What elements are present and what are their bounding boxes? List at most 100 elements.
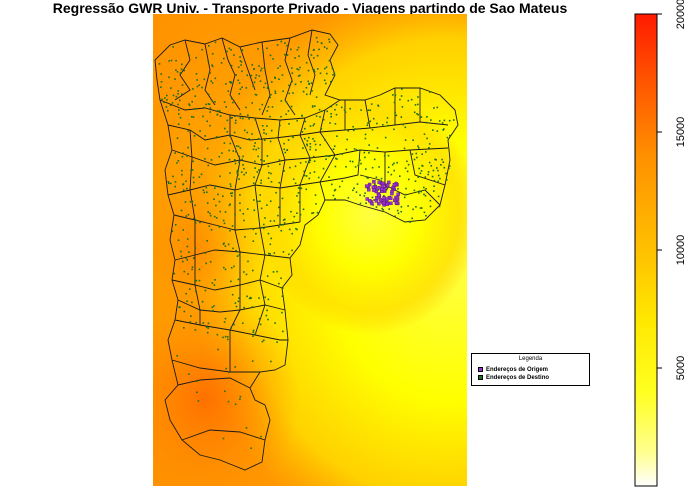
destination-point [304, 127, 306, 130]
destination-point [279, 163, 281, 166]
destination-point [420, 116, 423, 118]
destination-point [338, 185, 341, 188]
destination-point [440, 164, 442, 166]
destination-point [414, 180, 417, 182]
destination-point [230, 49, 232, 51]
color-scale: 5000 10000 15000 20000 [634, 0, 687, 487]
destination-point [298, 201, 300, 203]
destination-point [198, 176, 201, 178]
origin-swatch [478, 367, 483, 372]
destination-point [160, 81, 163, 83]
destination-point [238, 161, 240, 163]
destination-point [273, 252, 276, 254]
destination-point [276, 341, 278, 343]
destination-point [267, 106, 270, 108]
destination-point [396, 161, 398, 164]
destination-point [270, 172, 272, 175]
destination-point [242, 164, 244, 166]
destination-point [307, 80, 309, 83]
destination-point [222, 437, 225, 440]
destination-point [239, 117, 242, 119]
destination-point [190, 315, 192, 317]
destination-point [231, 116, 233, 119]
destination-point [230, 82, 232, 84]
destination-point [167, 181, 170, 183]
destination-point [188, 288, 191, 290]
origin-point [377, 186, 381, 190]
destination-point [294, 165, 297, 168]
destination-point [240, 64, 242, 66]
destination-point [298, 55, 300, 57]
destination-point [360, 109, 362, 111]
destination-point [438, 120, 441, 122]
destination-point [407, 205, 409, 207]
destination-point [283, 222, 286, 224]
colorbar-tick-label: 10000 [675, 235, 687, 266]
destination-point [169, 182, 172, 185]
destination-point [305, 175, 308, 177]
destination-point [280, 40, 283, 43]
destination-point [180, 250, 182, 253]
destination-point [225, 367, 227, 370]
destination-point [241, 158, 243, 161]
destination-points [158, 36, 455, 449]
destination-point [300, 81, 302, 83]
destination-point [316, 41, 319, 43]
destination-point [415, 152, 418, 155]
destination-point [288, 228, 291, 231]
destination-point [310, 82, 313, 84]
destination-point [293, 215, 296, 218]
destination-point [170, 59, 173, 62]
destination-point [326, 110, 328, 113]
destination-point [280, 224, 283, 226]
legend-item-origin: Endereços de Origem [478, 367, 548, 373]
destination-point [313, 160, 316, 162]
destination-point [195, 219, 198, 222]
destination-point [196, 391, 198, 394]
destination-point [365, 168, 367, 170]
destination-point [177, 93, 179, 95]
destination-point [416, 156, 418, 159]
destination-point [413, 189, 416, 192]
destination-point [441, 122, 444, 124]
destination-point [383, 155, 386, 157]
destination-point [226, 131, 229, 133]
destination-point [269, 243, 272, 246]
origin-points [364, 179, 400, 207]
destination-point [194, 95, 197, 97]
destination-point [205, 103, 207, 106]
destination-point [442, 129, 444, 131]
legend-title: Legenda [518, 356, 543, 362]
destination-point [433, 179, 436, 182]
destination-point [390, 173, 393, 176]
destination-point [238, 155, 241, 158]
destination-point [263, 67, 266, 69]
city-boundary [154, 29, 459, 471]
destination-point [196, 79, 198, 81]
destination-point [367, 122, 369, 124]
destination-point [186, 155, 188, 157]
destination-point [235, 74, 237, 76]
colorbar-tick-label: 5000 [675, 356, 687, 380]
destination-point [237, 79, 240, 82]
destination-point [364, 133, 367, 136]
origin-point [377, 193, 381, 198]
destination-point [296, 68, 298, 70]
destination-point [269, 200, 272, 202]
destination-point [194, 222, 197, 224]
destination-point [311, 90, 313, 92]
destination-point [237, 300, 240, 303]
destination-point [388, 166, 390, 169]
destination-point [237, 145, 240, 148]
destination-point [346, 138, 348, 141]
destination-point [381, 207, 383, 210]
destination-point [334, 188, 337, 191]
destination-point [333, 189, 336, 192]
destination-point [393, 101, 396, 104]
destination-point [254, 93, 257, 96]
destination-point [264, 82, 267, 85]
destination-point [323, 46, 326, 48]
destination-point [217, 193, 219, 196]
destination-point [325, 66, 328, 68]
destination-point [238, 93, 240, 95]
